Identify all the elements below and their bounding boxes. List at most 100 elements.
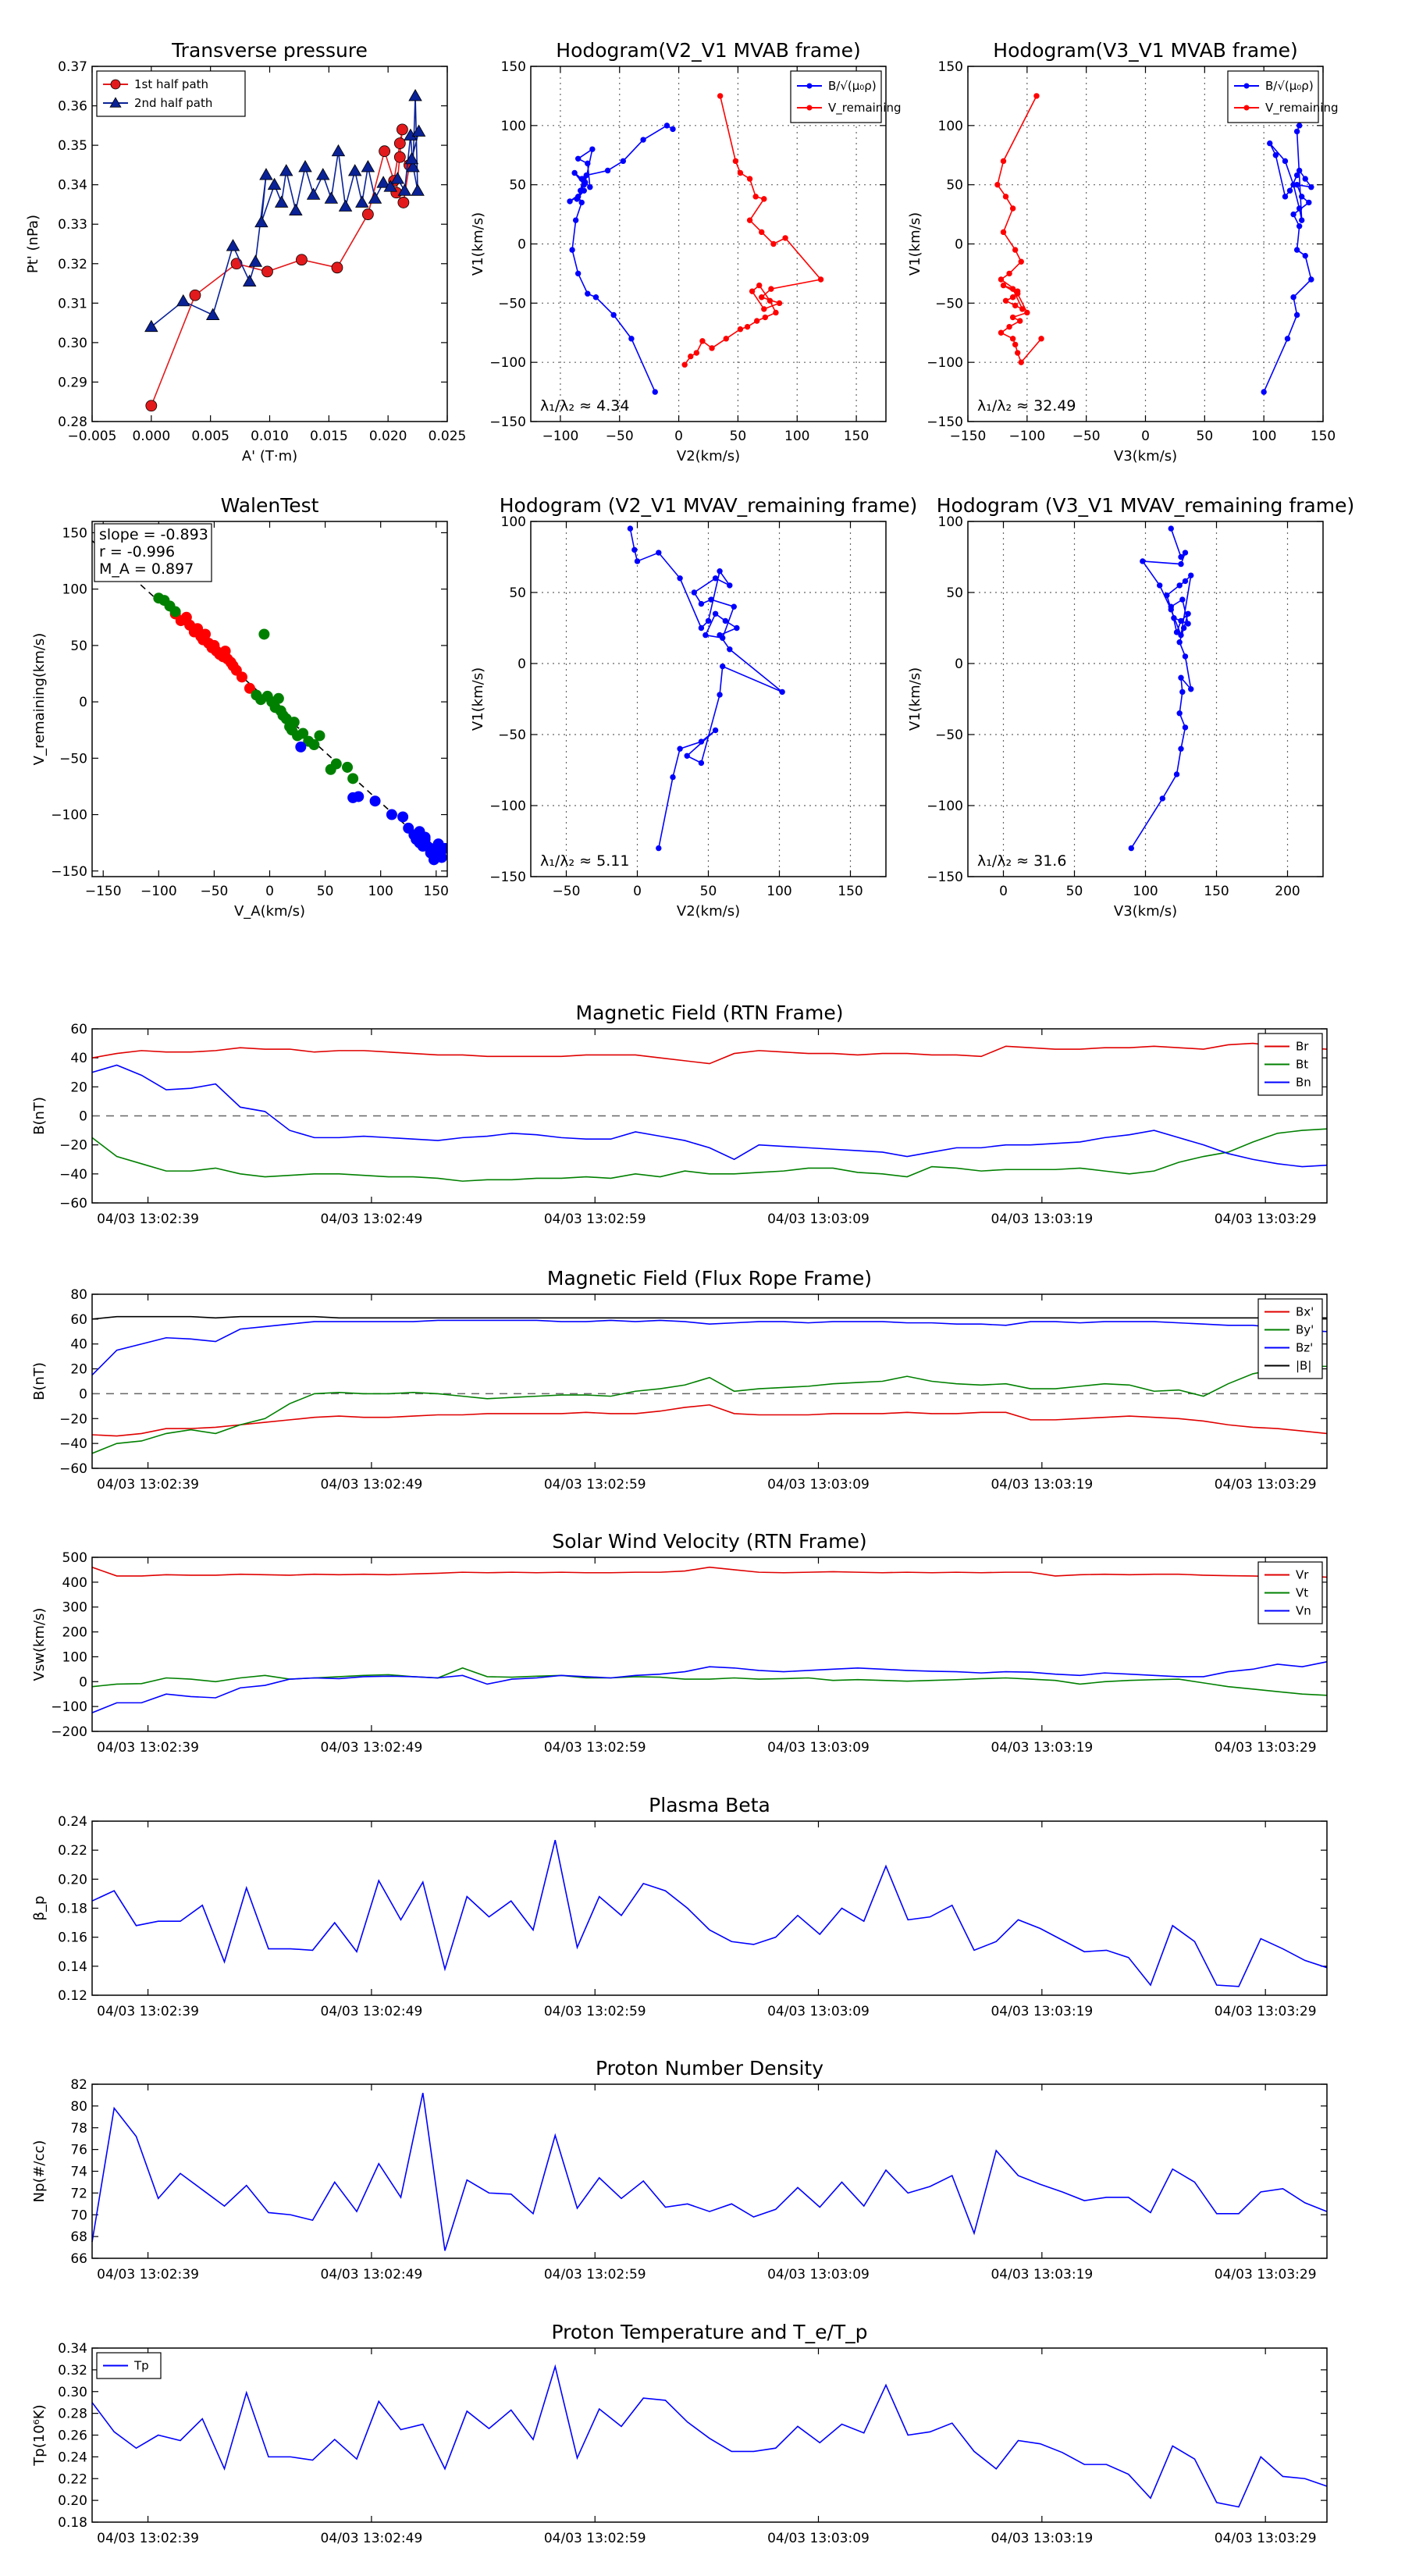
chart-title: Hodogram(V3_V1 MVAB frame)	[993, 39, 1297, 62]
legend-label: Bt	[1296, 1058, 1308, 1072]
y-tick-label: 0	[79, 1674, 87, 1690]
y-tick-label: −100	[51, 808, 87, 824]
data-point	[1178, 553, 1184, 560]
x-tick-label: 50	[730, 429, 747, 444]
plot-border	[530, 66, 887, 422]
x-tick-label: 04/03 13:02:59	[544, 1477, 646, 1493]
data-point	[397, 197, 410, 208]
data-point	[397, 811, 409, 823]
data-point	[782, 235, 788, 241]
legend-label: By'	[1296, 1323, 1314, 1337]
data-point	[998, 329, 1005, 336]
data-point	[610, 311, 617, 318]
chart-hodo-v3-mvab: Hodogram(V3_V1 MVAB frame) −150 −100 −50 0 50…	[907, 39, 1339, 464]
eigenvalue-ratio: λ₁/λ₂ ≈ 31.6	[977, 852, 1066, 870]
y-tick-label: 300	[62, 1600, 87, 1616]
data-point	[324, 191, 339, 204]
plot-border	[91, 66, 448, 422]
data-point	[620, 158, 626, 165]
data-point	[432, 838, 444, 850]
series-line	[997, 95, 1042, 364]
y-tick-label: 0.28	[58, 2407, 87, 2422]
data-point	[705, 617, 712, 624]
y-tick-label: 0	[955, 656, 963, 672]
x-tick-label: 04/03 13:03:29	[1215, 1740, 1317, 1756]
y-tick-label: 74	[70, 2165, 87, 2180]
y-axis-label: Np(#/cc)	[31, 2140, 48, 2203]
data-point	[1296, 223, 1303, 229]
data-point	[1017, 318, 1023, 324]
data-point	[1180, 624, 1187, 632]
data-point	[752, 194, 759, 200]
data-point	[258, 628, 270, 640]
y-tick-label: 50	[509, 585, 526, 601]
data-point	[297, 728, 309, 739]
data-point	[589, 146, 596, 152]
data-point	[759, 229, 765, 236]
x-tick-label: 04/03 13:02:39	[97, 1477, 199, 1493]
y-tick-label: 0.20	[58, 1872, 87, 1888]
y-tick-label: −150	[927, 415, 963, 430]
series-br	[91, 1042, 1328, 1065]
data-point	[574, 196, 580, 202]
data-point	[773, 309, 779, 316]
y-tick-label: −60	[59, 1461, 87, 1477]
series-bt	[91, 1128, 1328, 1182]
series-first-half	[145, 123, 415, 412]
data-point	[361, 160, 375, 173]
plot-border	[91, 2347, 1328, 2523]
data-point	[1290, 211, 1297, 218]
data-point	[1168, 525, 1174, 532]
x-tick-label: 04/03 13:03:09	[767, 1477, 870, 1493]
legend-label: Vr	[1296, 1568, 1309, 1582]
data-point	[1182, 550, 1189, 556]
x-tick-label: 0.025	[429, 429, 467, 444]
data-point	[379, 145, 391, 158]
data-point	[1178, 560, 1184, 568]
chart-hodo-v2-mvab: Hodogram(V2_V1 MVAB frame) −150 −100 −50 0 50…	[470, 39, 902, 464]
x-tick-label: 04/03 13:02:49	[321, 1740, 423, 1756]
legend-label: |B|	[1296, 1359, 1311, 1373]
data-point	[347, 773, 359, 785]
x-tick-label: 150	[844, 429, 869, 444]
x-tick-label: 04/03 13:02:39	[97, 2267, 199, 2282]
x-tick-label: 50	[317, 884, 334, 899]
data-point	[1012, 341, 1019, 348]
chart-b-fr: Magnetic Field (Flux Rope Frame) −60 −40 −2…	[31, 1267, 1328, 1493]
plot-border	[91, 1293, 1328, 1469]
legend-marker	[110, 79, 121, 90]
data-point	[572, 217, 579, 223]
chart-np: Proton Number Density 66 68 70 72 74 76 78 80 82 0…	[31, 2057, 1328, 2282]
data-point	[720, 635, 726, 641]
data-point	[656, 550, 662, 556]
x-tick-label: 04/03 13:02:49	[321, 1212, 423, 1227]
data-point	[1128, 845, 1135, 852]
y-tick-label: 72	[70, 2186, 87, 2201]
data-point	[1171, 615, 1177, 621]
data-point	[1000, 158, 1007, 165]
y-axis-label: β_p	[31, 1896, 48, 1921]
x-tick-label: 04/03 13:02:59	[544, 1740, 646, 1756]
data-point	[383, 180, 397, 192]
legend-label: Br	[1296, 1040, 1309, 1054]
data-point	[1176, 582, 1183, 589]
data-point	[998, 276, 1005, 283]
x-tick-label: 04/03 13:03:09	[767, 2267, 870, 2282]
x-tick-label: 150	[838, 884, 863, 899]
y-axis-label: B(nT)	[31, 1097, 48, 1135]
y-axis-label: V1(km/s)	[470, 212, 486, 276]
data-point	[727, 646, 733, 653]
data-point	[189, 289, 201, 301]
data-point	[295, 741, 307, 753]
x-tick-label: 04/03 13:03:09	[767, 2531, 870, 2546]
data-point	[1188, 686, 1194, 692]
x-axis-label: V2(km/s)	[677, 903, 740, 920]
data-point	[1293, 128, 1300, 135]
legend-label: Vn	[1296, 1604, 1311, 1618]
series-line	[569, 124, 674, 393]
y-tick-label: 82	[70, 2077, 87, 2093]
data-point	[1261, 389, 1267, 395]
y-tick-label: −40	[59, 1167, 87, 1183]
data-point	[1140, 558, 1146, 564]
plot-border	[967, 521, 1324, 877]
